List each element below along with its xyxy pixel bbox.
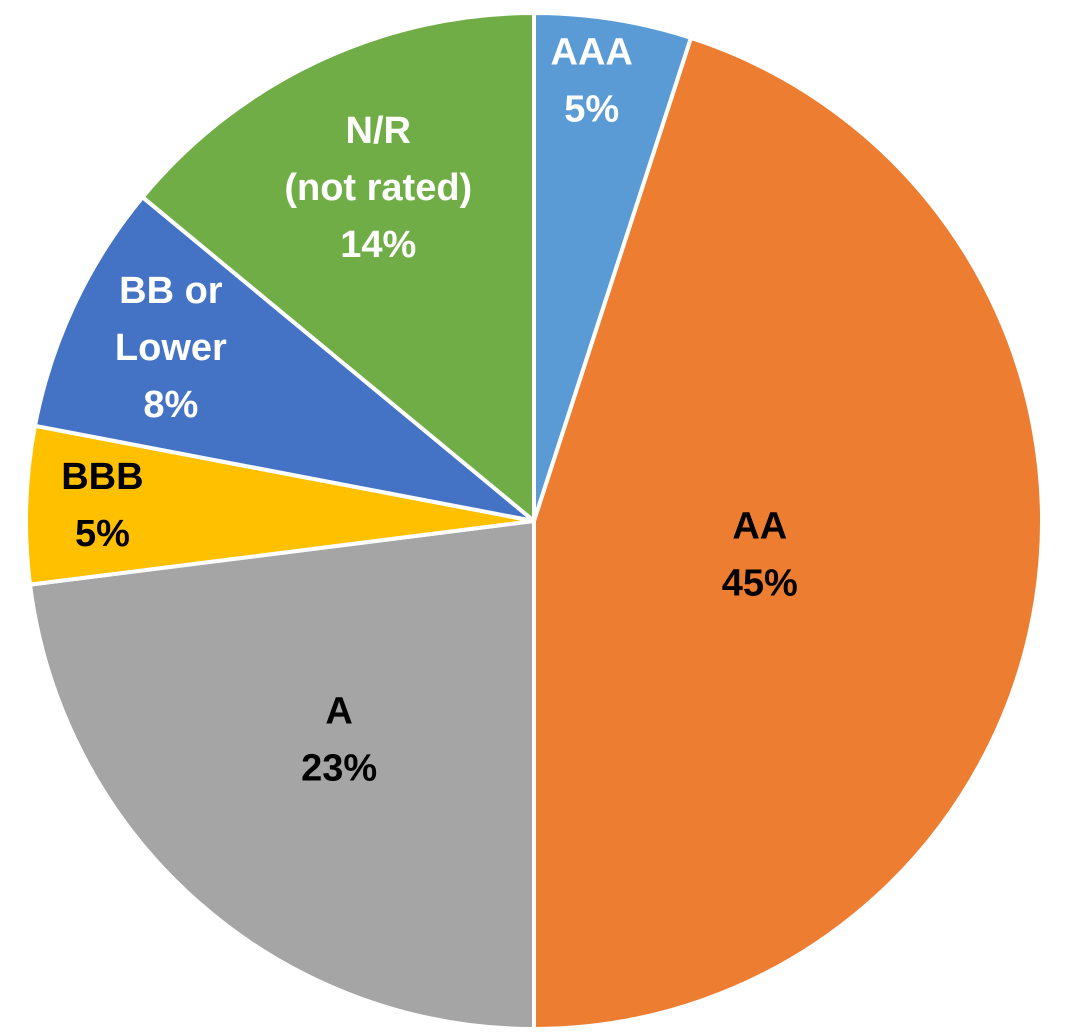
slice-label-a: A 23% xyxy=(301,691,377,790)
slice-label-line: 14% xyxy=(340,224,416,266)
slice-label-n-r-not-rated: N/R (not rated) 14% xyxy=(284,110,472,266)
slice-label-bbb: BBB 5% xyxy=(61,456,143,555)
slices-layer xyxy=(24,11,1044,1031)
slice-label-aaa: AAA 5% xyxy=(551,31,633,130)
labels-layer: AAA 5% AA 45% A 23% BBB 5% BB or Lower 8% N/R (not r… xyxy=(61,31,798,789)
slice-label-line: 23% xyxy=(301,748,377,790)
pie-slice-bbb xyxy=(24,423,536,587)
slice-label-line: BBB xyxy=(61,456,143,498)
pie-slice-aa xyxy=(532,35,1044,1031)
slice-label-line: N/R xyxy=(346,110,411,152)
slice-label-line: AA xyxy=(732,505,787,547)
slice-label-line: Lower xyxy=(115,327,227,369)
pie-slice-n-r-not-rated xyxy=(140,11,536,523)
pie-slice-a xyxy=(28,519,536,1031)
slice-label-line: 8% xyxy=(143,384,198,426)
slice-label-line: 5% xyxy=(75,513,130,555)
slice-label-line: (not rated) xyxy=(284,167,472,209)
slice-label-line: 45% xyxy=(722,562,798,604)
slice-label-line: AAA xyxy=(551,31,633,73)
slice-label-line: 5% xyxy=(564,88,619,130)
slice-label-aa: AA 45% xyxy=(722,505,798,604)
slice-label-line: BB or xyxy=(119,270,223,312)
slice-label-line: A xyxy=(325,691,352,733)
pie-slice-bb-or-lower xyxy=(32,195,536,523)
slice-label-bb-or-lower: BB or Lower 8% xyxy=(115,270,227,426)
